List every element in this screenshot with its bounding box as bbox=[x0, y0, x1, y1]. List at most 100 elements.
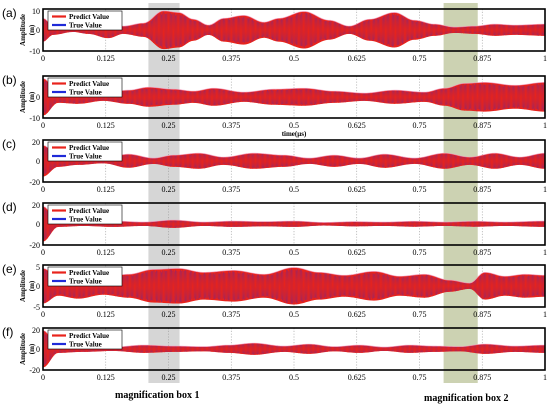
y-tick-label: -20 bbox=[29, 178, 40, 187]
x-tick-label: 0.25 bbox=[162, 54, 176, 63]
panel-label: (b) bbox=[2, 73, 17, 87]
x-tick-label: 0.5 bbox=[289, 373, 299, 382]
panel-label: (d) bbox=[2, 200, 17, 214]
x-tick-label: 0 bbox=[41, 373, 45, 382]
y-tick-label: -10 bbox=[29, 114, 40, 123]
x-tick-label: 0.375 bbox=[222, 373, 240, 382]
predict-value-upper-edge bbox=[42, 330, 546, 348]
predict-value-upper-edge bbox=[42, 267, 546, 284]
panel-label: (e) bbox=[2, 262, 17, 276]
legend-true-label: True Value bbox=[69, 22, 102, 30]
x-tick-label: 1 bbox=[543, 121, 547, 130]
legend-true-label: True Value bbox=[69, 153, 102, 161]
x-tick-label: 0.75 bbox=[413, 248, 427, 257]
legend-box bbox=[47, 204, 123, 225]
x-tick-label: 0 bbox=[41, 248, 45, 257]
x-tick-label: 0.625 bbox=[348, 373, 366, 382]
predict-value-envelope bbox=[43, 78, 545, 116]
y-tick-label: 20 bbox=[32, 201, 40, 210]
y-tick-label: 0 bbox=[36, 157, 40, 166]
predict-value-upper-edge bbox=[42, 145, 546, 160]
magnification-boxes-layer bbox=[148, 3, 478, 383]
x-tick-label: 0.75 bbox=[413, 185, 427, 194]
x-tick-label: 0.125 bbox=[97, 248, 115, 257]
x-tick-label: 0.625 bbox=[348, 248, 366, 257]
x-tick-label: 0.375 bbox=[222, 310, 240, 319]
predict-value-line bbox=[42, 79, 546, 115]
y-tick-label: 20 bbox=[32, 326, 40, 335]
x-axis-label: time(μs) bbox=[282, 130, 307, 138]
x-tick-label: 0.375 bbox=[222, 54, 240, 63]
panel-label: (f) bbox=[2, 325, 13, 339]
plot-frame bbox=[42, 75, 546, 119]
legend-predict-label: Predict Value bbox=[69, 13, 109, 21]
predict-value-line bbox=[42, 207, 546, 242]
x-tick-label: 0.5 bbox=[289, 310, 299, 319]
magnification-box-1-label: magnification box 1 bbox=[115, 390, 199, 401]
x-tick-label: 0.375 bbox=[222, 248, 240, 257]
legend-predict-label: Predict Value bbox=[69, 207, 109, 215]
x-tick-label: 0.75 bbox=[413, 121, 427, 130]
x-tick-label: 0.5 bbox=[289, 185, 299, 194]
x-tick-label: 0 bbox=[41, 54, 45, 63]
x-tick-label: 0.25 bbox=[162, 310, 176, 319]
x-tick-label: 0.125 bbox=[97, 54, 115, 63]
plot-frame bbox=[42, 202, 546, 246]
predict-value-envelope bbox=[43, 330, 545, 368]
legend-predict-label: Predict Value bbox=[69, 80, 109, 88]
legend-box bbox=[47, 141, 123, 162]
x-tick-label: 0 bbox=[41, 185, 45, 194]
x-tick-label: 0.125 bbox=[97, 373, 115, 382]
y-tick-label: 0 bbox=[36, 345, 40, 354]
x-tick-label: 0.875 bbox=[473, 248, 491, 257]
legend-box bbox=[47, 77, 123, 98]
y-tick-label: 0 bbox=[36, 26, 40, 35]
y-tick-label: 0 bbox=[36, 282, 40, 291]
x-tick-label: 0.25 bbox=[162, 248, 176, 257]
panel-label: (c) bbox=[2, 137, 16, 151]
x-tick-label: 0.875 bbox=[473, 54, 491, 63]
x-tick-label: 0.875 bbox=[473, 373, 491, 382]
x-tick-label: 0.625 bbox=[348, 185, 366, 194]
predict-value-upper-edge bbox=[42, 78, 546, 94]
legend-true-label: True Value bbox=[69, 89, 102, 97]
x-tick-label: 0.75 bbox=[413, 54, 427, 63]
legend-true-label: True Value bbox=[69, 341, 102, 349]
x-tick-label: 0 bbox=[41, 121, 45, 130]
x-tick-label: 1 bbox=[543, 54, 547, 63]
legend-true-label: True Value bbox=[69, 216, 102, 224]
plot-frame bbox=[42, 8, 546, 52]
x-tick-label: 0.625 bbox=[348, 310, 366, 319]
y-axis-label: Amplitude(m) bbox=[19, 333, 36, 365]
x-tick-label: 0.25 bbox=[162, 185, 176, 194]
legend-box bbox=[47, 329, 123, 350]
x-tick-label: 0.25 bbox=[162, 121, 176, 130]
x-tick-label: 1 bbox=[543, 310, 547, 319]
x-tick-label: 0.625 bbox=[348, 121, 366, 130]
x-tick-label: 0.75 bbox=[413, 373, 427, 382]
predict-value-upper-edge bbox=[42, 10, 546, 29]
true-value-line bbox=[42, 268, 546, 304]
legend-predict-label: Predict Value bbox=[69, 332, 109, 340]
y-axis-label: Amplitude(m) bbox=[19, 14, 36, 46]
plot-frame bbox=[42, 327, 546, 371]
y-tick-label: -10 bbox=[29, 47, 40, 56]
legend-box bbox=[47, 10, 123, 31]
legend-box bbox=[47, 266, 123, 287]
predict-value-envelope bbox=[43, 145, 545, 177]
x-tick-label: 0.5 bbox=[289, 248, 299, 257]
true-value-line bbox=[42, 79, 546, 115]
predict-value-upper-edge bbox=[42, 206, 546, 223]
x-tick-label: 0.625 bbox=[348, 54, 366, 63]
